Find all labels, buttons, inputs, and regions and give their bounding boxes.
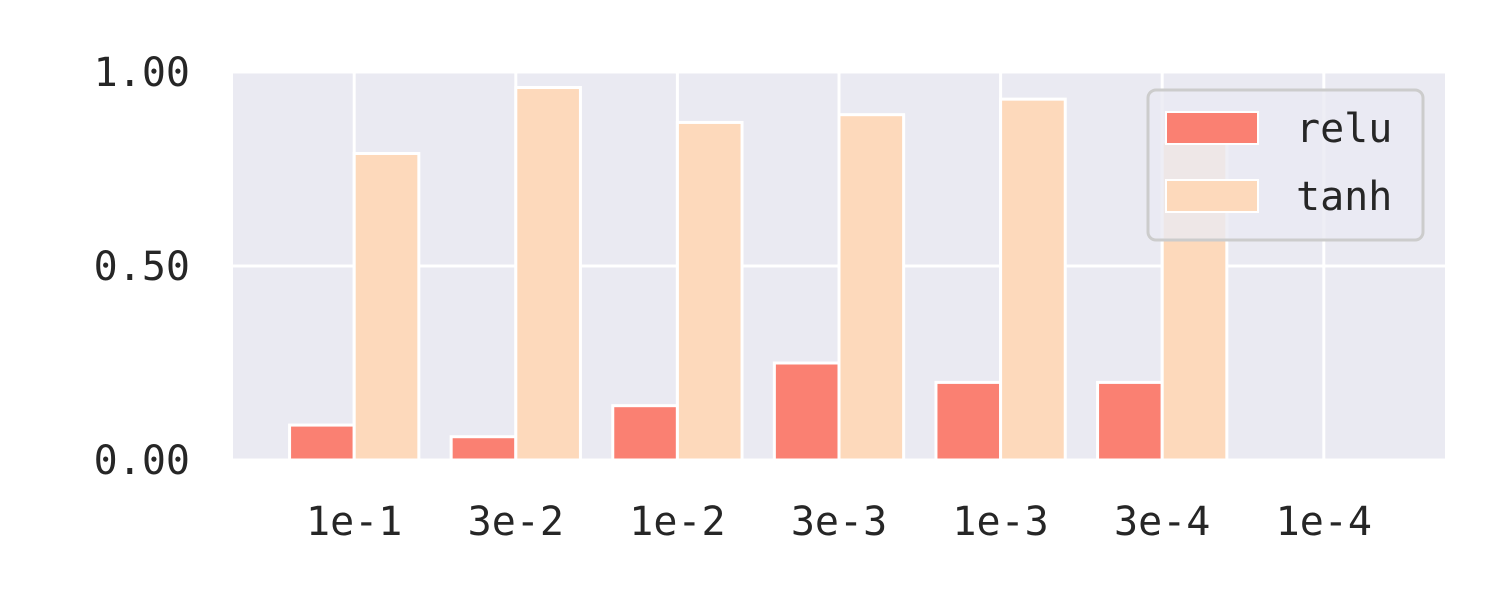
x-tick-label: 3e-2 (468, 499, 564, 545)
bar-tanh-1e-1 (352, 151, 421, 462)
x-tick-label: 3e-3 (791, 499, 887, 545)
bar-tanh-1e-3 (999, 97, 1067, 462)
bar-relu-1e-2 (611, 404, 679, 462)
y-tick-label: 0.00 (94, 438, 190, 484)
x-tick-label: 1e-2 (629, 499, 725, 545)
bar-relu-3e-3 (772, 361, 841, 462)
legend-label-tanh: tanh (1296, 174, 1392, 220)
bar-relu-3e-4 (1096, 380, 1164, 462)
bar-tanh-3e-3 (837, 113, 906, 462)
x-tick-label: 1e-3 (952, 499, 1048, 545)
x-tick-label: 1e-4 (1276, 499, 1372, 545)
y-tick-label: 0.50 (94, 244, 190, 290)
x-axis-tick-labels: 1e-1 3e-2 1e-2 3e-3 1e-3 3e-4 1e-4 (306, 499, 1372, 545)
bar-relu-3e-2 (449, 435, 518, 462)
x-tick-label: 3e-4 (1114, 499, 1210, 545)
bar-relu-1e-3 (934, 380, 1003, 462)
legend: relu tanh (1146, 88, 1425, 242)
legend-swatch-relu (1165, 111, 1259, 145)
x-tick-label: 1e-1 (306, 499, 402, 545)
y-tick-label: 1.00 (94, 50, 190, 96)
legend-swatch-tanh (1165, 179, 1259, 213)
bar-tanh-1e-2 (675, 120, 744, 462)
bar-relu-1e-1 (288, 423, 356, 462)
legend-label-relu: relu (1296, 106, 1392, 152)
y-axis-tick-labels: 0.00 0.50 1.00 (94, 50, 190, 484)
bar-tanh-3e-2 (514, 86, 582, 462)
